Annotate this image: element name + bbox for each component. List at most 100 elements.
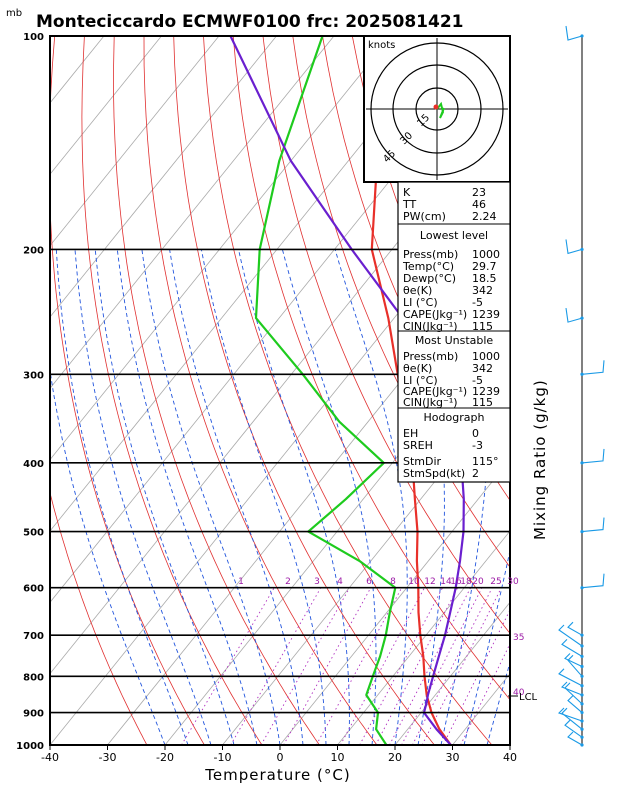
wind-barb	[581, 517, 605, 533]
mixing-ratio-label: 4	[337, 577, 343, 587]
temperature-axis: -40 -30 -20 -10 0 10 20 30 40	[41, 745, 517, 764]
hodograph-trace	[436, 101, 445, 119]
knots-label: knots	[368, 40, 395, 51]
pressure-tick-label: 200	[23, 245, 44, 256]
pressure-tick-label: 700	[23, 631, 44, 642]
wind-barb	[581, 448, 605, 464]
mixing-ratio-line	[421, 587, 502, 745]
wind-barb	[567, 621, 583, 636]
tt-index-value: 46	[472, 198, 486, 211]
temperature-profile	[370, 36, 452, 745]
wind-barb	[565, 25, 583, 41]
wind-barb	[581, 573, 605, 589]
stmdir-value: 115°	[472, 455, 499, 468]
mixing-ratio-label: 2	[285, 577, 291, 587]
x-axis-title: Temperature (°C)	[204, 766, 350, 784]
moist-adiabat	[200, 249, 327, 745]
temperature-tick-label: 40	[503, 751, 517, 764]
mu-cape-label: CAPE(Jkg⁻¹)	[403, 385, 467, 398]
wind-barb	[561, 707, 583, 730]
mixing-ratio-label: 14	[440, 577, 452, 587]
moist-adiabat	[55, 249, 189, 745]
dry-adiabat	[50, 491, 148, 745]
moist-adiabat	[509, 743, 510, 745]
moist-adiabat	[94, 249, 235, 745]
wind-barb	[567, 731, 583, 746]
isotherm	[50, 36, 335, 389]
isotherm	[50, 36, 277, 318]
wind-barb	[561, 681, 583, 696]
moist-adiabat	[397, 249, 445, 745]
mixing-ratio-side-label: 35	[513, 633, 524, 643]
ll-dewp-value: 18.5	[472, 272, 497, 285]
ll-press-label: Press(mb)	[403, 248, 458, 261]
mixing-ratio-label: 8	[390, 577, 396, 587]
mixing-ratio-axis-title: Mixing Ratio (g/kg)	[531, 379, 549, 540]
stmdir-label: StmDir	[403, 455, 442, 468]
wind-barb	[564, 653, 583, 667]
pressure-tick-label: 500	[23, 528, 44, 539]
mu-li-value: -5	[472, 374, 483, 387]
chart-title: Monteciccardo ECMWF0100 frc: 2025081421	[36, 12, 464, 32]
pw-value: 2.24	[472, 210, 497, 223]
mixing-ratio-line	[230, 587, 322, 745]
wind-barb	[567, 695, 583, 714]
isotherm	[107, 244, 510, 745]
mixing-ratio-label: 30	[507, 577, 519, 587]
sreh-value: -3	[472, 439, 483, 452]
dry-adiabat	[232, 36, 510, 701]
wind-barb	[561, 639, 583, 657]
mu-press-value: 1000	[472, 350, 500, 363]
k-index-value: 23	[472, 186, 486, 199]
isotherm	[279, 459, 510, 745]
mixing-ratio-label: 18	[460, 577, 472, 587]
isotherm	[509, 744, 510, 745]
pressure-tick-label: 400	[23, 459, 44, 470]
isotherm	[50, 173, 510, 745]
isotherm	[568, 36, 618, 745]
moist-adiabat	[486, 660, 510, 745]
dry-adiabat	[113, 36, 320, 745]
mixing-ratio-label: 1	[238, 577, 244, 587]
wind-barb	[564, 719, 583, 738]
moist-adiabat	[116, 249, 258, 745]
temperature-tick-label: 20	[388, 751, 402, 764]
mixing-ratio-line	[283, 587, 372, 745]
pw-label: PW(cm)	[403, 210, 446, 223]
mixing-ratio-line	[315, 587, 403, 745]
mixing-ratio-label: 20	[472, 577, 484, 587]
dry-adiabat	[143, 36, 378, 745]
wind-barb	[565, 239, 583, 255]
background-lines	[50, 36, 618, 745]
mixing-ratio-label: 10	[408, 577, 420, 587]
moist-adiabat	[238, 249, 350, 745]
dry-adiabat	[292, 36, 510, 568]
moist-adiabat	[281, 249, 377, 745]
pressure-tick-label: 1000	[16, 741, 44, 752]
pressure-tick-label: 800	[23, 672, 44, 683]
mu-cin-label: CIN(Jkg⁻¹)	[403, 396, 458, 409]
wind-barb	[581, 360, 605, 375]
sreh-label: SREH	[403, 439, 433, 452]
pressure-unit-label: mb	[6, 8, 22, 19]
lcl-label: LCL	[519, 692, 538, 703]
hodograph-heading: Hodograph	[424, 411, 485, 424]
mixing-ratio-side-label: 40	[513, 688, 525, 698]
wind-barbs	[557, 25, 605, 747]
hodograph-ring-15	[415, 87, 459, 131]
indices-table: K 23 TT 46 PW(cm) 2.24 Lowest level Pres…	[397, 181, 511, 483]
isotherm	[337, 530, 510, 745]
hodograph-ring-45	[370, 42, 504, 176]
dry-adiabat	[50, 36, 205, 745]
ll-thetae-value: 342	[472, 284, 493, 297]
pressure-tick-label: 100	[23, 32, 44, 43]
temperature-tick-label: 0	[277, 751, 284, 764]
temperature-tick-label: -10	[214, 751, 232, 764]
isotherm	[50, 36, 450, 532]
dry-adiabat	[561, 36, 618, 745]
temperature-tick-label: 30	[446, 751, 460, 764]
ll-dewp-label: Dewp(°C)	[403, 272, 456, 285]
